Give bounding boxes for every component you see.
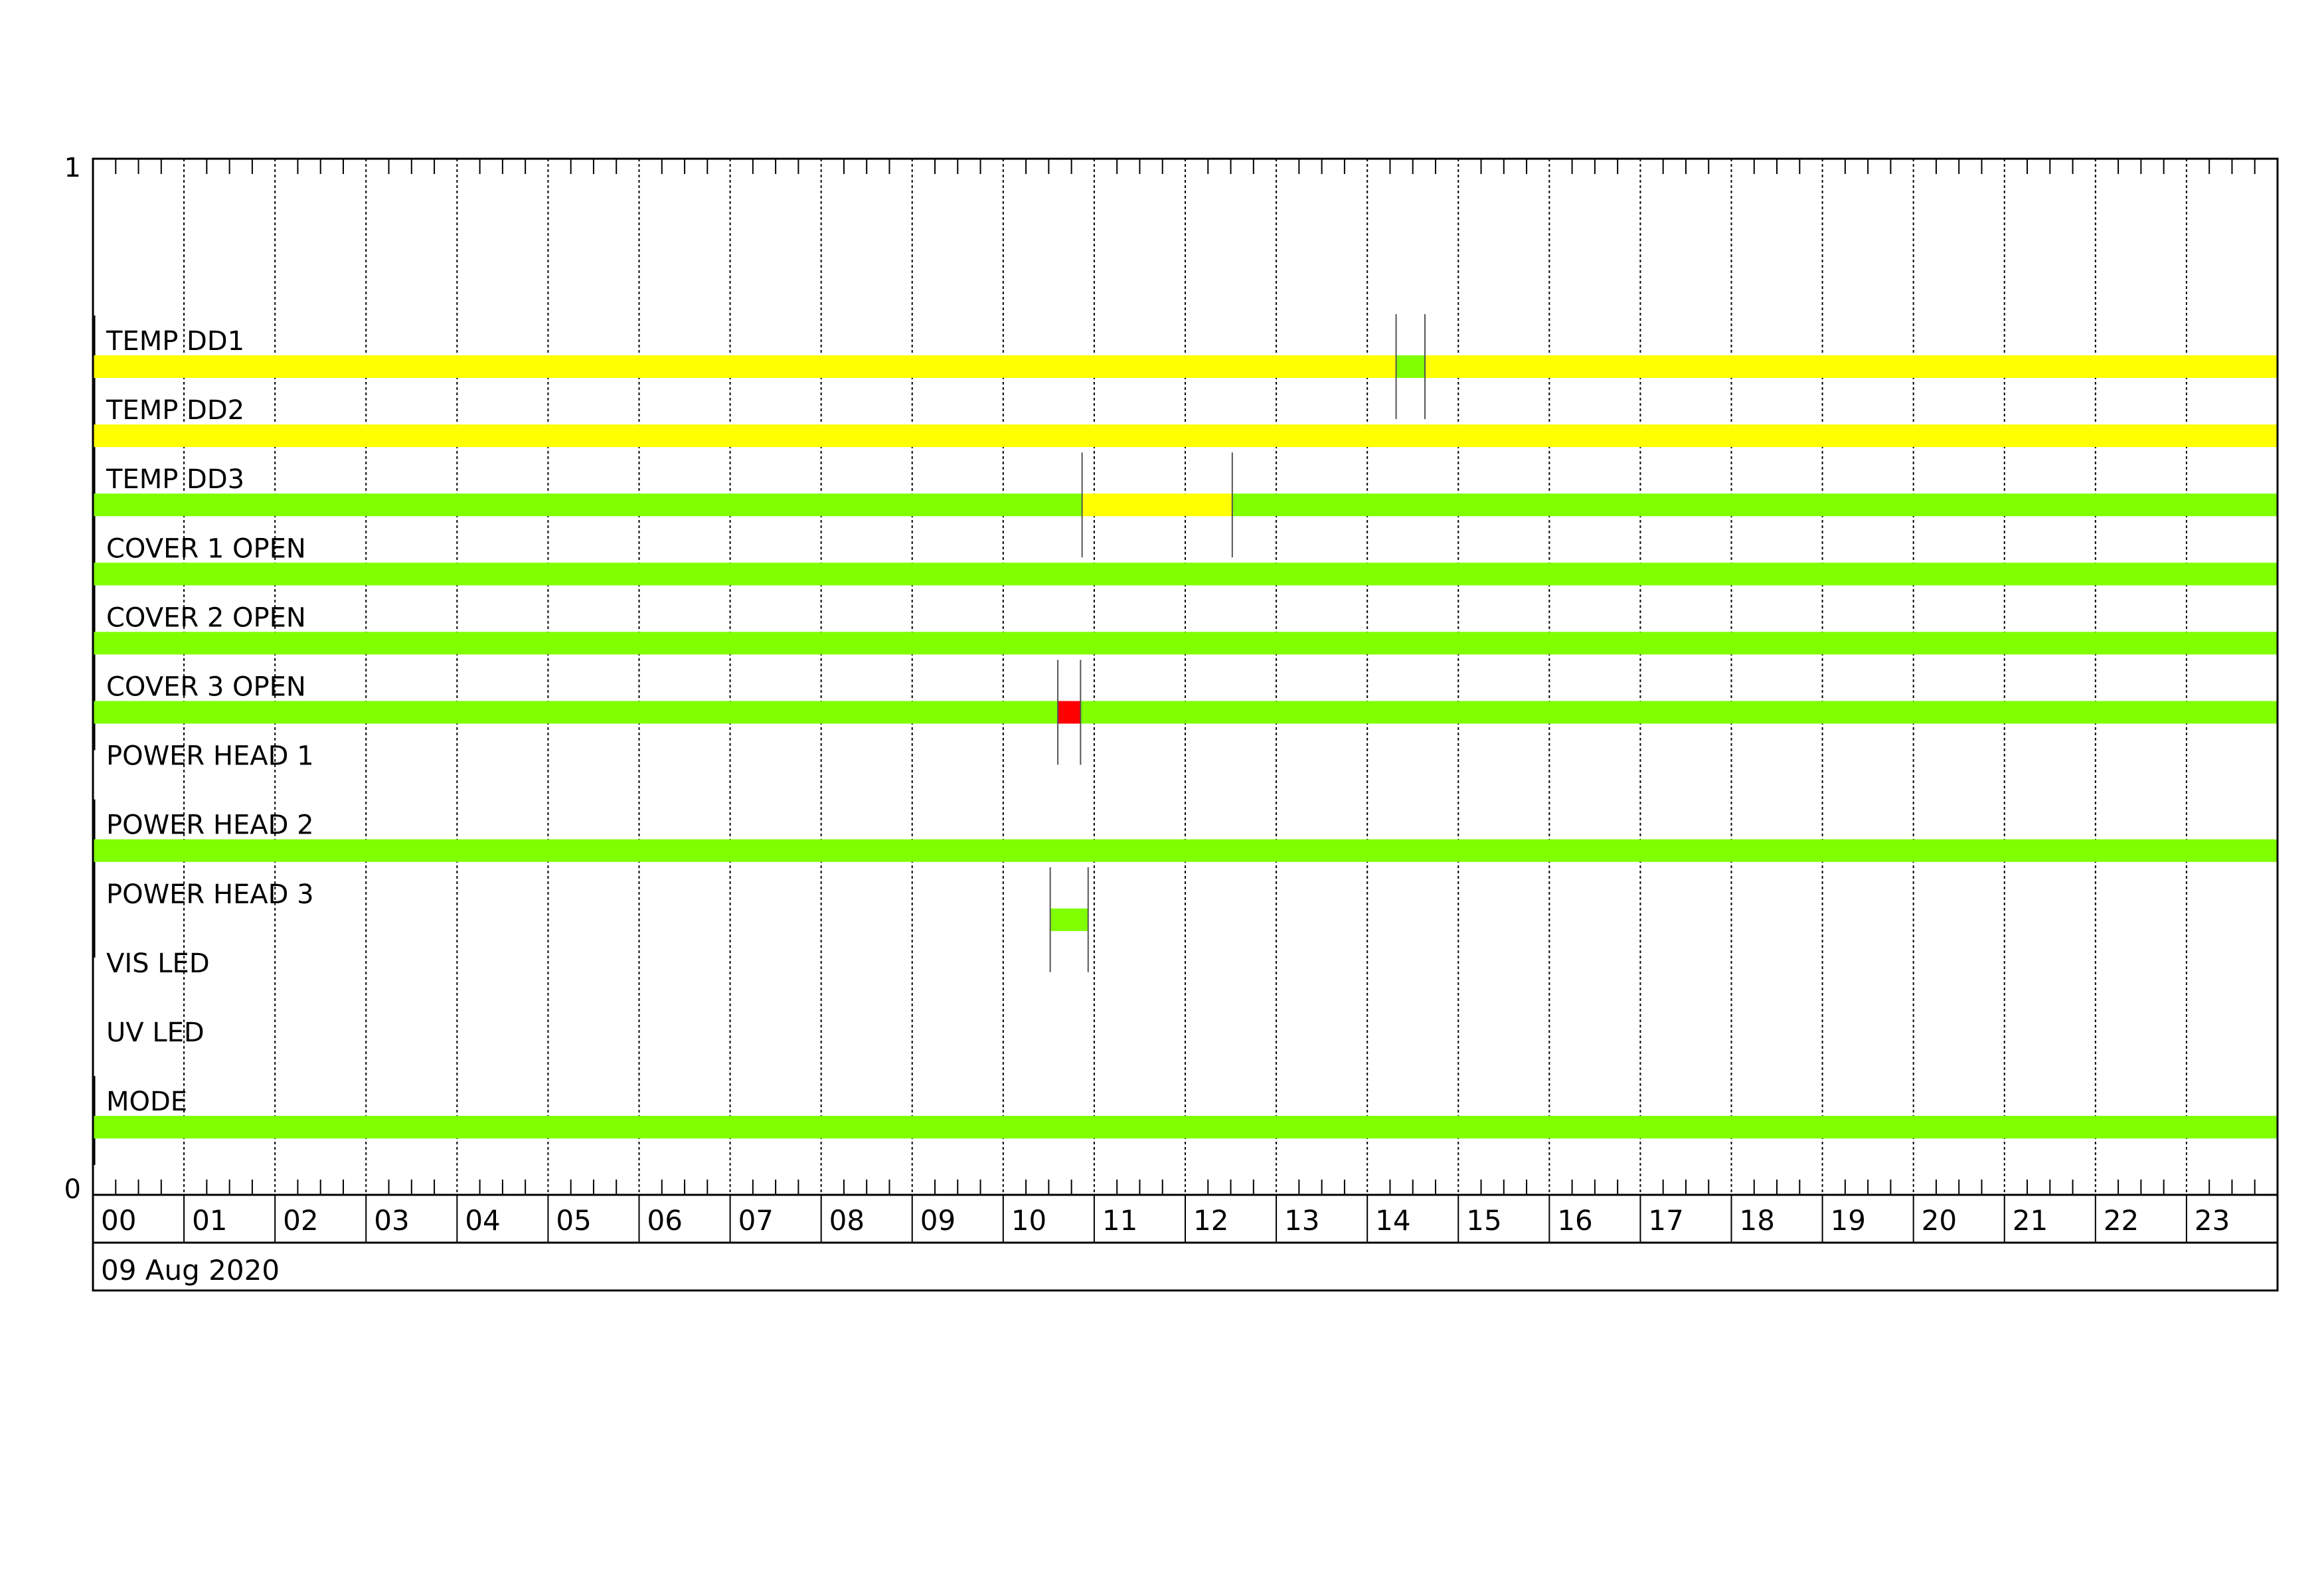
row-label: POWER HEAD 2 — [106, 810, 314, 841]
x-tick-label: 18 — [1740, 1204, 1775, 1237]
x-tick-label: 04 — [465, 1204, 500, 1237]
x-tick-label: 16 — [1557, 1204, 1592, 1237]
date-row — [92, 1241, 2279, 1292]
status-segment — [93, 632, 2278, 655]
row-label: COVER 2 OPEN — [106, 602, 306, 633]
x-tick-label: 21 — [2013, 1204, 2048, 1237]
x-tick-label: 13 — [1284, 1204, 1319, 1237]
status-segment — [93, 563, 2278, 586]
x-tick-label: 05 — [556, 1204, 591, 1237]
row-label: TEMP DD3 — [106, 464, 244, 495]
x-tick-label: 10 — [1011, 1204, 1046, 1237]
status-segment — [1396, 355, 1425, 378]
x-tick-label: 06 — [647, 1204, 683, 1237]
y-tick-label-top: 1 — [64, 153, 81, 183]
row-label: TEMP DD2 — [106, 395, 244, 426]
status-segment — [1424, 355, 2278, 378]
x-tick-label: 07 — [738, 1204, 774, 1237]
y-tick-label-bottom: 0 — [64, 1174, 81, 1205]
date-label: 09 Aug 2020 — [101, 1254, 280, 1286]
row-labels: TEMP DD1 TEMP DD2 TEMP DD3 COVER 1 OPEN COVE… — [106, 326, 314, 1117]
x-tick-label: 03 — [374, 1204, 409, 1237]
row-label: UV LED — [106, 1018, 205, 1048]
row-label: MODE — [106, 1087, 187, 1117]
status-segment — [1058, 701, 1081, 724]
status-segment — [93, 493, 1082, 517]
status-bars — [92, 314, 2278, 1166]
x-tick-label: 09 — [920, 1204, 955, 1237]
status-segment — [93, 1116, 2278, 1139]
row-label: COVER 3 OPEN — [106, 672, 306, 703]
x-tick-label: 08 — [829, 1204, 865, 1237]
x-tick-label: 22 — [2104, 1204, 2139, 1237]
row-label: VIS LED — [106, 948, 210, 979]
row-label: TEMP DD1 — [106, 326, 244, 357]
x-tick-label: 23 — [2195, 1204, 2230, 1237]
status-segment — [1080, 701, 2278, 724]
x-tick-label: 17 — [1648, 1204, 1683, 1237]
status-segment — [1082, 493, 1232, 517]
x-tick-label: 02 — [283, 1204, 318, 1237]
row-label: COVER 1 OPEN — [106, 533, 306, 564]
x-tick-label: 00 — [101, 1204, 136, 1237]
status-segment — [93, 355, 1396, 378]
x-tick-label: 15 — [1466, 1204, 1501, 1237]
row-label: POWER HEAD 1 — [106, 741, 314, 772]
x-tick-label: 20 — [1922, 1204, 1957, 1237]
hour-grid — [115, 159, 2256, 1195]
row-label: POWER HEAD 3 — [106, 879, 314, 910]
status-segment — [1232, 493, 2278, 517]
status-segment — [93, 701, 1058, 724]
x-axis: 09 Aug 2020 00 01 02 03 04 05 06 07 08 09 10 11 12 13… — [92, 1194, 2279, 1292]
status-segment — [93, 839, 2278, 862]
x-tick-label: 19 — [1831, 1204, 1866, 1237]
x-tick-label: 14 — [1375, 1204, 1410, 1237]
x-tick-label: 12 — [1193, 1204, 1228, 1237]
status-segment — [1050, 908, 1088, 931]
x-tick-label: 11 — [1102, 1204, 1137, 1237]
status-segment — [93, 424, 2278, 448]
x-tick-label: 01 — [192, 1204, 227, 1237]
